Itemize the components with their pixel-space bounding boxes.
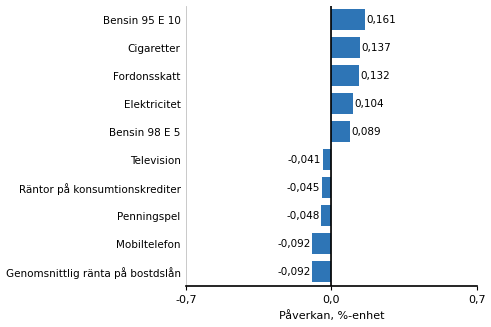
Text: 0,104: 0,104 <box>355 99 384 109</box>
Bar <box>331 65 359 86</box>
Bar <box>331 93 353 114</box>
Text: 0,089: 0,089 <box>352 127 381 137</box>
Text: 0,161: 0,161 <box>366 15 396 25</box>
Bar <box>322 205 331 226</box>
Bar <box>323 149 331 170</box>
Text: -0,045: -0,045 <box>287 183 320 193</box>
Bar <box>331 9 365 30</box>
Bar <box>331 37 360 58</box>
Text: -0,092: -0,092 <box>277 267 311 277</box>
Text: -0,041: -0,041 <box>288 155 321 165</box>
X-axis label: Påverkan, %-enhet: Påverkan, %-enhet <box>278 311 384 321</box>
Bar <box>312 261 331 283</box>
Bar <box>322 177 331 198</box>
Text: -0,048: -0,048 <box>286 211 320 221</box>
Bar <box>312 233 331 254</box>
Bar <box>331 121 350 142</box>
Text: 0,137: 0,137 <box>361 43 391 53</box>
Text: -0,092: -0,092 <box>277 239 311 249</box>
Text: 0,132: 0,132 <box>360 71 390 81</box>
